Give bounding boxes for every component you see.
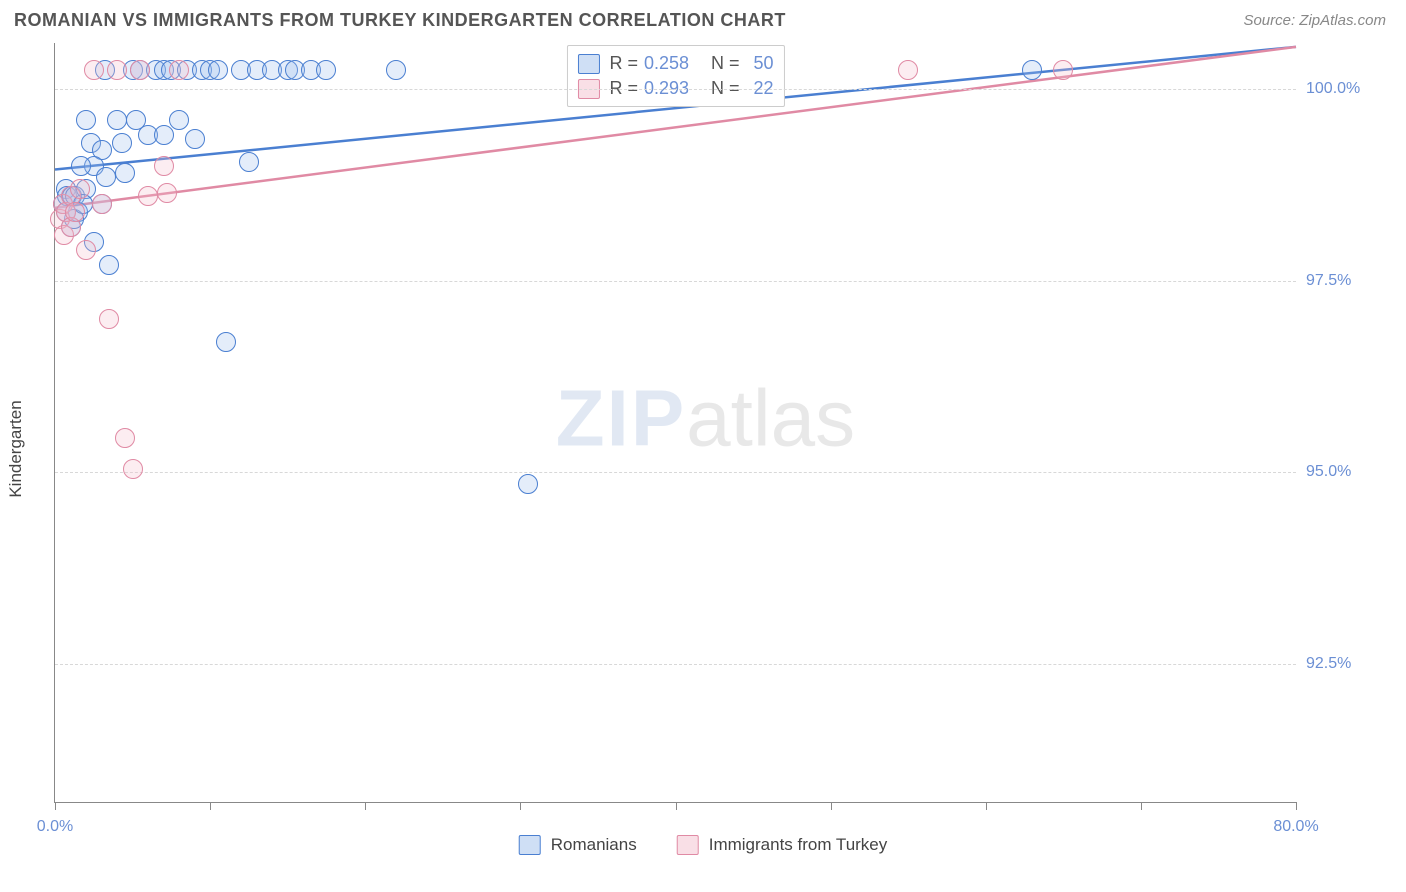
x-tick <box>1296 802 1297 810</box>
data-point <box>115 163 135 183</box>
data-point <box>92 194 112 214</box>
data-point <box>107 110 127 130</box>
chart-title: ROMANIAN VS IMMIGRANTS FROM TURKEY KINDE… <box>14 10 786 31</box>
data-point <box>76 240 96 260</box>
data-point <box>123 459 143 479</box>
y-tick-label: 95.0% <box>1306 463 1396 481</box>
data-point <box>898 60 918 80</box>
data-point <box>99 255 119 275</box>
data-point <box>99 309 119 329</box>
data-point <box>169 110 189 130</box>
x-tick <box>986 802 987 810</box>
data-point <box>216 332 236 352</box>
data-point <box>71 156 91 176</box>
data-point <box>316 60 336 80</box>
y-axis-label: Kindergarten <box>6 400 26 497</box>
data-point <box>76 110 96 130</box>
y-tick-label: 92.5% <box>1306 655 1396 673</box>
data-point <box>157 183 177 203</box>
x-tick-label: 80.0% <box>1273 818 1318 836</box>
x-tick <box>1141 802 1142 810</box>
y-tick-label: 97.5% <box>1306 272 1396 290</box>
data-point <box>130 60 150 80</box>
header: ROMANIAN VS IMMIGRANTS FROM TURKEY KINDE… <box>0 0 1406 39</box>
data-point <box>65 202 85 222</box>
data-point <box>115 428 135 448</box>
watermark: ZIPatlas <box>556 372 855 464</box>
stats-box: R = 0.258N = 50R = 0.293N = 22 <box>566 45 784 107</box>
source-attribution: Source: ZipAtlas.com <box>1243 12 1386 29</box>
data-point <box>154 156 174 176</box>
legend-item: Romanians <box>519 835 637 855</box>
data-point <box>1022 60 1042 80</box>
data-point <box>185 129 205 149</box>
legend-label: Romanians <box>551 835 637 855</box>
data-point <box>386 60 406 80</box>
stats-r: R = 0.258 <box>609 53 689 74</box>
gridline-h <box>55 472 1296 473</box>
legend-swatch <box>519 835 541 855</box>
gridline-h <box>55 89 1296 90</box>
data-point <box>84 60 104 80</box>
x-tick <box>831 802 832 810</box>
data-point <box>96 167 116 187</box>
legend: Romanians Immigrants from Turkey <box>519 835 888 855</box>
data-point <box>239 152 259 172</box>
x-tick-label: 0.0% <box>37 818 73 836</box>
legend-swatch <box>677 835 699 855</box>
x-tick <box>520 802 521 810</box>
legend-item: Immigrants from Turkey <box>677 835 888 855</box>
data-point <box>154 125 174 145</box>
gridline-h <box>55 664 1296 665</box>
stats-n: N = 50 <box>711 53 774 74</box>
data-point <box>112 133 132 153</box>
x-tick <box>676 802 677 810</box>
stats-row: R = 0.258 N = 50 <box>577 51 773 76</box>
chart-container: Kindergarten ZIPatlas R = 0.258 N = 50R =… <box>0 39 1406 859</box>
gridline-h <box>55 281 1296 282</box>
x-tick <box>365 802 366 810</box>
data-point <box>107 60 127 80</box>
data-point <box>169 60 189 80</box>
legend-label: Immigrants from Turkey <box>709 835 888 855</box>
data-point <box>1053 60 1073 80</box>
series-swatch <box>577 54 599 74</box>
data-point <box>138 186 158 206</box>
x-tick <box>55 802 56 810</box>
watermark-part1: ZIP <box>556 373 686 462</box>
y-tick-label: 100.0% <box>1306 80 1396 98</box>
x-tick <box>210 802 211 810</box>
data-point <box>518 474 538 494</box>
data-point <box>208 60 228 80</box>
data-point <box>70 179 90 199</box>
plot-area: ZIPatlas R = 0.258N = 50R = 0.293N = 22 … <box>54 43 1296 803</box>
watermark-part2: atlas <box>686 373 855 462</box>
